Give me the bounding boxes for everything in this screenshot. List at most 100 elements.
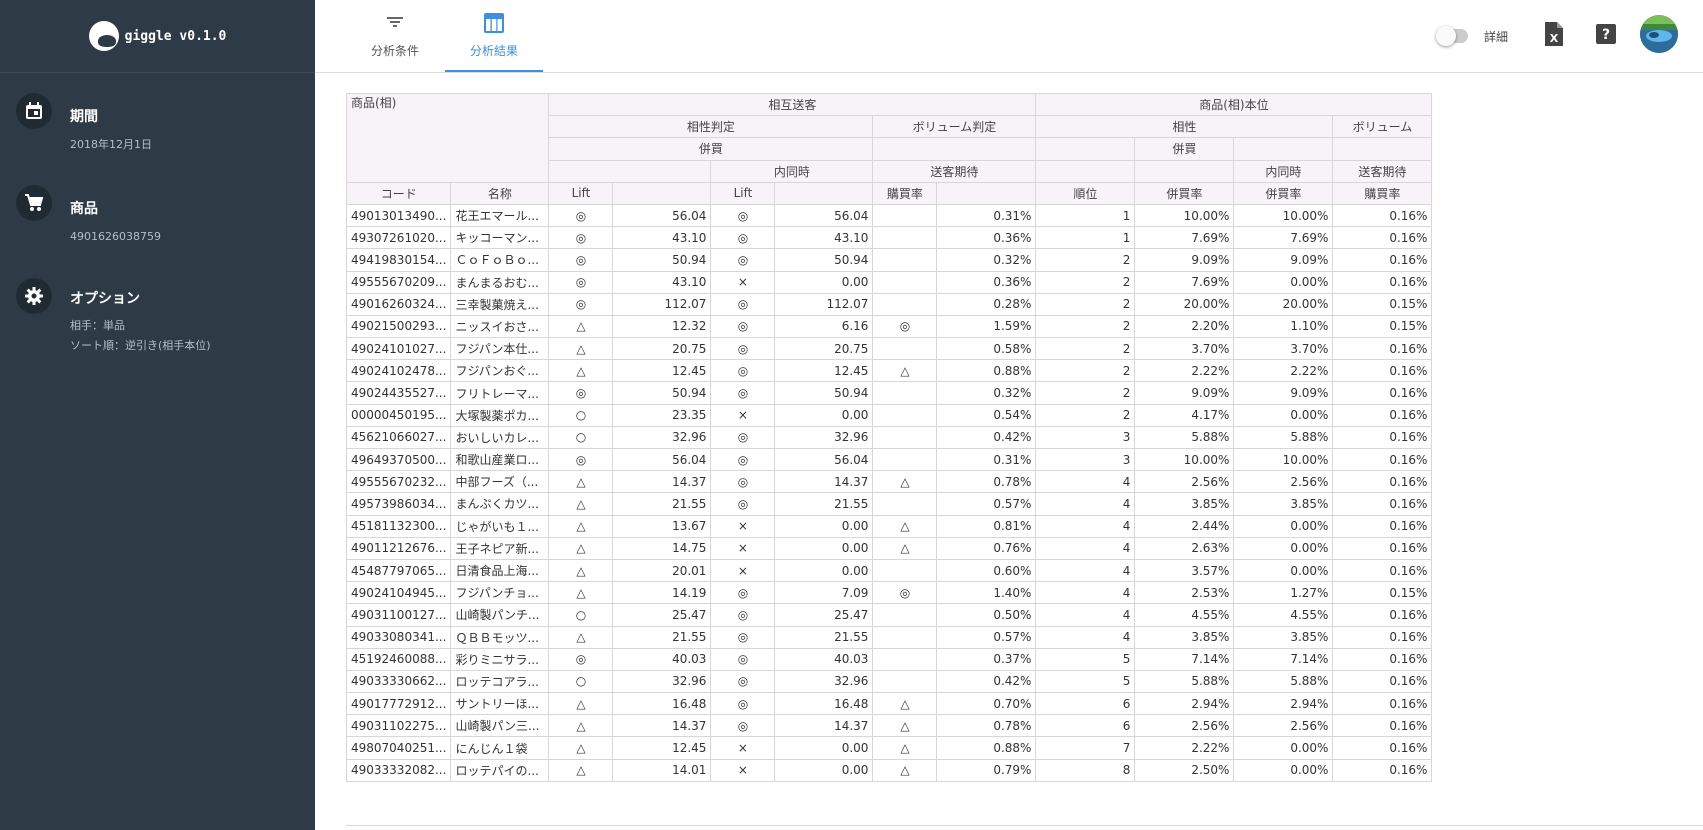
table-row[interactable]: 49017772912... サントリーほ... △ 16.48 ◎ 16.48 △ 0.70… — [345, 692, 1433, 716]
cell-name: 王子ネピア新... — [450, 536, 550, 560]
column-header[interactable]: 併買率 — [1233, 181, 1334, 205]
table-row[interactable]: 49031102275... 山崎製パン三... △ 14.37 ◎ 14.37 △ 0.78… — [345, 714, 1433, 738]
cell-rank: 4 — [1035, 492, 1136, 516]
cell-rank: 2 — [1035, 359, 1136, 383]
cell-base-purchase-rate: 0.16% — [1332, 203, 1433, 228]
cell-lift-judge: △ — [548, 736, 614, 760]
cell-lift: 43.10 — [612, 270, 712, 294]
cell-volume-judge — [872, 203, 938, 228]
cell-purchase-rate: 0.78% — [936, 714, 1037, 738]
table-row[interactable]: 49573986034... まんぷくカツ... △ 21.55 ◎ 21.55 0.57%… — [345, 492, 1433, 516]
table-row[interactable]: 45181132300... じゃがいも１... △ 13.67 × 0.00 △ 0.81%… — [345, 514, 1433, 538]
table-row[interactable]: 49016260324... 三幸製菓焼え... ◎ 112.07 ◎ 112.07 0.2… — [345, 292, 1433, 316]
table-row[interactable]: 45192460088... 彩りミニサラ... ◎ 40.03 ◎ 40.03 0.37%… — [345, 647, 1433, 671]
tab-results[interactable]: 分析結果 — [445, 0, 543, 72]
cell-rank: 6 — [1035, 714, 1136, 738]
cell-name: おいしいカレ... — [450, 425, 550, 450]
column-header[interactable]: 併買率 — [1134, 181, 1235, 205]
table-row[interactable]: 49021500293... ニッスイおさ... △ 12.32 ◎ 6.16 ◎ 1.59%… — [345, 314, 1433, 339]
cell-lift-judge: △ — [548, 536, 614, 560]
column-header[interactable]: 購買率 — [872, 181, 938, 205]
cell-volume-judge: △ — [872, 514, 938, 538]
column-header[interactable]: Lift — [548, 181, 614, 205]
excel-export-icon: X — [1543, 21, 1565, 51]
user-avatar[interactable] — [1639, 0, 1679, 72]
column-header[interactable] — [936, 181, 1037, 205]
cell-name: 和歌山産業ロ... — [450, 447, 550, 472]
table-row[interactable]: 49307261020... キッコーマン... ◎ 43.10 ◎ 43.10 0.36%… — [345, 226, 1433, 250]
cell-code: 45487797065... — [345, 558, 452, 583]
table-row[interactable]: 49033080341... ＱＢＢモッツ... △ 21.55 ◎ 21.55 0.57%… — [345, 625, 1433, 649]
cell-same-time-lift: 0.00 — [774, 403, 874, 427]
header-empty — [1035, 137, 1136, 161]
cell-name: フリトレーマ... — [450, 381, 550, 405]
cell-rank: 5 — [1035, 647, 1136, 671]
table-row[interactable]: 45621066027... おいしいカレ... ○ 32.96 ◎ 32.96 0.42%… — [345, 425, 1433, 450]
cell-purchase-rate: 0.60% — [936, 558, 1037, 583]
column-header[interactable] — [774, 181, 874, 205]
cell-name: ロッテコアラ... — [450, 669, 550, 694]
calendar-icon — [16, 93, 52, 129]
table-row[interactable]: 49031100127... 山崎製パンチ... ○ 25.47 ◎ 25.47 0.50%… — [345, 603, 1433, 627]
help-button[interactable]: ? — [1595, 0, 1617, 72]
table-row[interactable]: 49011212676... 王子ネピア新... △ 14.75 × 0.00 △ 0.76%… — [345, 536, 1433, 560]
excel-export-button[interactable]: X — [1543, 0, 1565, 72]
cell-rank: 4 — [1035, 536, 1136, 560]
column-header[interactable]: 購買率 — [1332, 181, 1433, 205]
table-row[interactable]: 49033332082... ロッテパイの... △ 14.01 × 0.00 △ 0.79%… — [345, 758, 1433, 782]
cell-code: 49011212676... — [345, 536, 452, 560]
cell-purchase-rate: 0.54% — [936, 403, 1037, 427]
table-row[interactable]: 45487797065... 日清食品上海... △ 20.01 × 0.00 0.60% 4… — [345, 558, 1433, 583]
cell-co-purchase-rate: 10.00% — [1134, 203, 1235, 228]
cell-lift: 21.55 — [612, 625, 712, 649]
cell-rank: 3 — [1035, 447, 1136, 472]
cell-rank: 4 — [1035, 625, 1136, 649]
cell-lift: 14.75 — [612, 536, 712, 560]
tab-label: 分析結果 — [469, 44, 518, 58]
cell-volume-judge — [872, 647, 938, 671]
cell-same-time-lift: 21.55 — [774, 492, 874, 516]
header-volume: ボリューム — [1332, 115, 1433, 139]
table-row[interactable]: 49013013490... 花王エマール... ◎ 56.04 ◎ 56.04 0.31%… — [345, 203, 1433, 228]
tab-label: 分析条件 — [370, 44, 419, 58]
column-header[interactable]: コード — [345, 181, 452, 205]
table-row[interactable]: 00000450195... 大塚製薬ポカ... ○ 23.35 × 0.00 0.54% 2… — [345, 403, 1433, 427]
toggle-knob[interactable] — [1436, 26, 1456, 46]
tab-conditions[interactable]: 分析条件 — [346, 0, 444, 72]
table-row[interactable]: 49419830154... ＣｏＦｏＢｏ... ◎ 50.94 ◎ 50.94 0.32%… — [345, 248, 1433, 272]
cell-code: 49573986034... — [345, 492, 452, 516]
table-row[interactable]: 49555670232... 中部フーズ（... △ 14.37 ◎ 14.37 △ 0.78… — [345, 470, 1433, 494]
detail-toggle[interactable] — [1436, 26, 1468, 46]
cell-base-purchase-rate: 0.16% — [1332, 692, 1433, 716]
sidebar-text: 2018年12月1日 — [70, 138, 152, 151]
cell-same-time-judge: × — [710, 403, 776, 427]
cell-same-time-rate: 0.00% — [1233, 270, 1334, 294]
cell-volume-judge — [872, 492, 938, 516]
column-header[interactable] — [612, 181, 712, 205]
header-affinity-judgement: 相性判定 — [548, 115, 874, 139]
cell-lift-judge: ◎ — [548, 270, 614, 294]
column-header[interactable]: 名称 — [450, 181, 550, 205]
cell-purchase-rate: 1.59% — [936, 314, 1037, 339]
cell-purchase-rate: 0.57% — [936, 492, 1037, 516]
table-row[interactable]: 49024101027... フジパン本仕... △ 20.75 ◎ 20.75 0.58%… — [345, 337, 1433, 361]
table-row[interactable]: 49033330662... ロッテコアラ... ○ 32.96 ◎ 32.96 0.42%… — [345, 669, 1433, 694]
table-row[interactable]: 49024102478... フジパンおぐ... △ 12.45 ◎ 12.45 △ 0.88… — [345, 359, 1433, 383]
cell-lift-judge: △ — [548, 625, 614, 649]
table-row[interactable]: 49024435527... フリトレーマ... ◎ 50.94 ◎ 50.94 0.32%… — [345, 381, 1433, 405]
cell-lift: 20.75 — [612, 337, 712, 361]
cell-name: 日清食品上海... — [450, 558, 550, 583]
table-row[interactable]: 49807040251... にんじん１袋 △ 12.45 × 0.00 △ 0.88% 7 2.… — [345, 736, 1433, 760]
table-row[interactable]: 49649370500... 和歌山産業ロ... ◎ 56.04 ◎ 56.04 0.31%… — [345, 447, 1433, 472]
cell-co-purchase-rate: 4.55% — [1134, 603, 1235, 627]
table-row[interactable]: 49024104945... フジパンチョ... △ 14.19 ◎ 7.09 ◎ 1.40%… — [345, 581, 1433, 605]
cell-code: 49033330662... — [345, 669, 452, 694]
cell-same-time-judge: ◎ — [710, 292, 776, 316]
cell-same-time-judge: ◎ — [710, 470, 776, 494]
table-row[interactable]: 49555670209... まんまるおむ... ◎ 43.10 × 0.00 0.36% 2… — [345, 270, 1433, 294]
cell-same-time-judge: ◎ — [710, 314, 776, 339]
column-header[interactable]: 順位 — [1035, 181, 1136, 205]
cell-purchase-rate: 0.36% — [936, 270, 1037, 294]
cell-same-time-rate: 9.09% — [1233, 381, 1334, 405]
column-header[interactable]: Lift — [710, 181, 776, 205]
